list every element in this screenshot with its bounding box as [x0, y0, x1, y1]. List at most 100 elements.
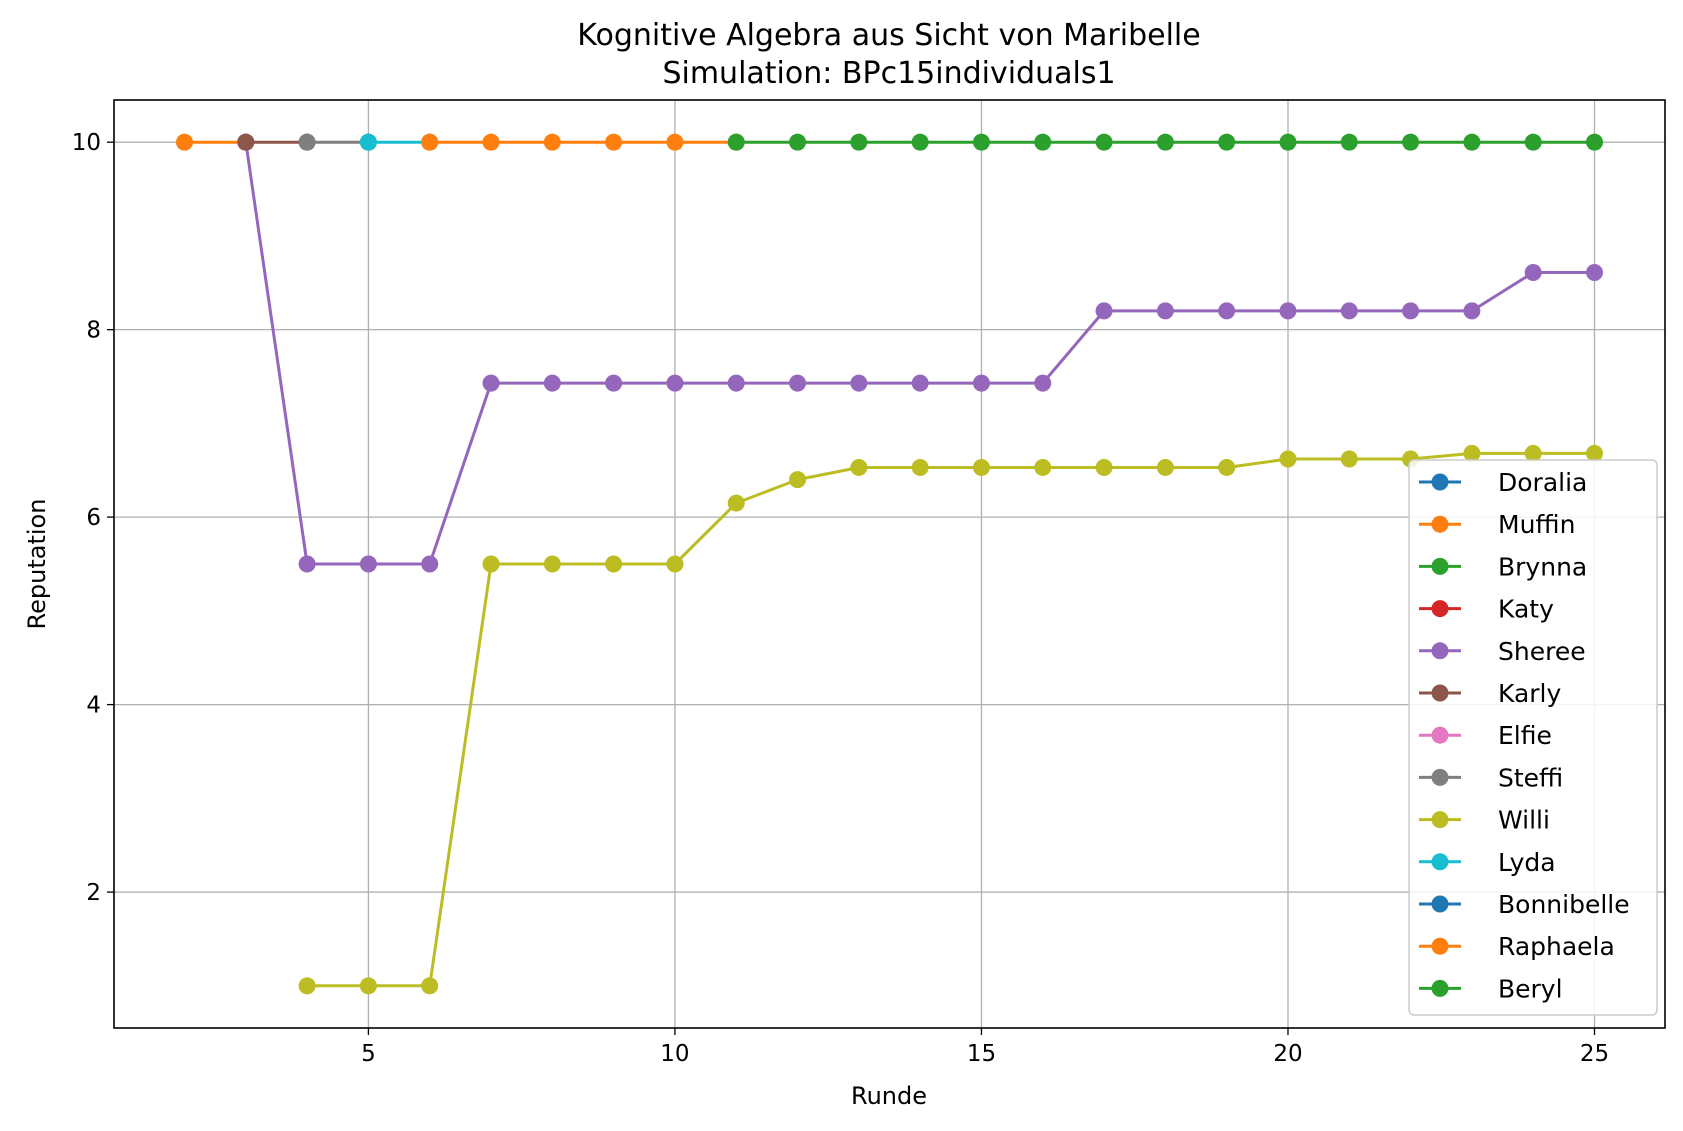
data-point	[1463, 302, 1481, 320]
data-point	[298, 555, 316, 573]
legend: Doralia Muffin Brynna Katy Sheree Karly Elfie S…	[1408, 459, 1658, 1016]
data-point	[911, 374, 929, 392]
data-point	[789, 471, 807, 489]
data-point	[1095, 458, 1113, 476]
data-point	[605, 374, 623, 392]
data-point	[359, 555, 377, 573]
legend-marker	[1431, 811, 1449, 829]
legend-marker	[1431, 726, 1449, 744]
legend-label: Steffi	[1498, 763, 1563, 792]
data-point	[1463, 133, 1481, 151]
legend-label: Raphaela	[1498, 932, 1615, 961]
data-point	[605, 133, 623, 151]
legend-label: Elfie	[1498, 721, 1552, 750]
legend-item: Karly	[1419, 679, 1561, 708]
data-point	[1524, 444, 1542, 462]
data-point	[1402, 302, 1420, 320]
legend-marker	[1431, 768, 1449, 786]
data-point	[727, 494, 745, 512]
data-point	[1340, 302, 1358, 320]
legend-item: Steffi	[1419, 763, 1563, 792]
data-point	[1279, 302, 1297, 320]
y-axis-label: Reputation	[23, 499, 51, 630]
series-group	[176, 133, 1603, 995]
axis-ticks: 5 10 15 20 25 2 4 6 8 10	[72, 130, 1609, 1067]
legend-marker	[1431, 895, 1449, 913]
legend-label: Beryl	[1498, 974, 1563, 1003]
data-point	[1279, 450, 1297, 468]
legend-label: Sheree	[1498, 637, 1586, 666]
data-point	[1218, 133, 1236, 151]
data-point	[176, 133, 193, 151]
data-point	[1340, 450, 1358, 468]
data-point	[421, 555, 439, 573]
data-point	[1402, 133, 1420, 151]
series-sheree	[237, 133, 1603, 573]
legend-item: Katy	[1419, 595, 1554, 624]
data-point	[1524, 133, 1542, 151]
legend-label: Muffin	[1498, 510, 1575, 539]
data-point	[359, 977, 377, 995]
legend-marker	[1431, 600, 1449, 618]
data-point	[482, 555, 500, 573]
data-point	[298, 133, 316, 151]
legend-label: Karly	[1498, 679, 1561, 708]
data-point	[421, 977, 439, 995]
legend-marker	[1431, 515, 1449, 533]
x-tick-label: 20	[1273, 1041, 1302, 1067]
legend-label: Bonnibelle	[1498, 890, 1630, 919]
legend-label: Doralia	[1498, 468, 1587, 497]
legend-marker	[1431, 557, 1449, 575]
legend-marker	[1431, 979, 1449, 997]
legend-label: Lyda	[1498, 848, 1556, 877]
data-point	[666, 555, 684, 573]
legend-item: Elfie	[1419, 721, 1552, 750]
legend-label: Brynna	[1498, 552, 1587, 581]
y-tick-label: 6	[86, 505, 101, 531]
data-point	[1095, 133, 1113, 151]
legend-marker	[1431, 853, 1449, 871]
x-tick-label: 5	[361, 1041, 376, 1067]
data-point	[1034, 133, 1052, 151]
legend-label: Katy	[1498, 595, 1554, 624]
data-point	[972, 374, 990, 392]
data-point	[850, 374, 868, 392]
data-point	[1034, 374, 1052, 392]
data-point	[1156, 458, 1174, 476]
data-point	[911, 458, 929, 476]
data-point	[543, 555, 561, 573]
data-point	[850, 458, 868, 476]
legend-item: Muffin	[1419, 510, 1575, 539]
legend-item: Willi	[1419, 806, 1550, 835]
data-point	[359, 133, 377, 151]
data-point	[1218, 302, 1236, 320]
chart-title: Kognitive Algebra aus Sicht von Maribell…	[577, 18, 1200, 53]
data-point	[727, 133, 745, 151]
data-point	[911, 133, 929, 151]
legend-marker	[1431, 684, 1449, 702]
data-point	[1218, 458, 1236, 476]
series-beryl	[727, 133, 1603, 151]
y-tick-label: 8	[86, 318, 101, 344]
data-point	[1463, 444, 1481, 462]
legend-item: Brynna	[1419, 552, 1587, 581]
data-point	[482, 133, 500, 151]
data-point	[666, 133, 684, 151]
series-line	[307, 451, 1595, 988]
data-point	[850, 133, 868, 151]
data-point	[543, 133, 561, 151]
data-point	[298, 977, 316, 995]
legend-marker	[1431, 642, 1449, 660]
data-point	[789, 133, 807, 151]
chart-subtitle: Simulation: BPc15individuals1	[662, 56, 1115, 91]
legend-item: Doralia	[1419, 468, 1587, 497]
data-point	[972, 133, 990, 151]
legend-marker	[1431, 473, 1449, 491]
y-tick-label: 10	[72, 130, 101, 156]
legend-item: Beryl	[1419, 974, 1563, 1003]
data-point	[605, 555, 623, 573]
data-point	[727, 374, 745, 392]
legend-item: Sheree	[1419, 637, 1586, 666]
